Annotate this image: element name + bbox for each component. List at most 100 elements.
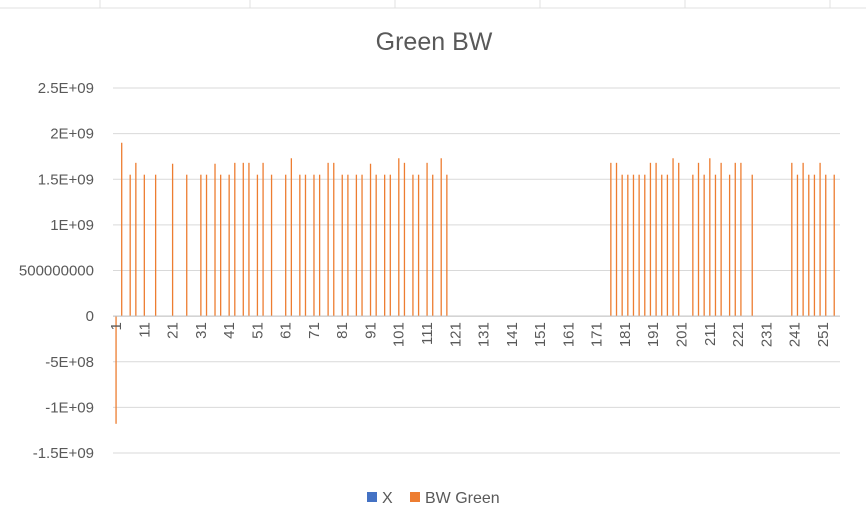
bar xyxy=(327,162,329,317)
bar xyxy=(143,174,145,317)
bar xyxy=(403,162,406,317)
bar xyxy=(398,158,400,317)
x-tick-label: 171 xyxy=(589,322,606,347)
y-tick-label: -1.5E+09 xyxy=(33,445,94,462)
bar xyxy=(621,174,623,317)
x-tick-label: 211 xyxy=(702,322,719,346)
bar xyxy=(615,162,618,317)
bar xyxy=(234,162,236,317)
x-tick-label: 51 xyxy=(249,322,266,339)
bar xyxy=(129,174,131,317)
x-tick-label: 81 xyxy=(334,322,351,339)
bar xyxy=(115,316,117,424)
bar xyxy=(290,158,293,317)
bar xyxy=(819,162,821,317)
bar xyxy=(214,163,216,317)
bar xyxy=(285,174,287,317)
bar xyxy=(248,162,250,317)
x-tick-label: 241 xyxy=(787,322,804,347)
x-tick-label: 11 xyxy=(136,322,153,338)
y-tick-label: -5E+08 xyxy=(45,354,94,371)
legend-label-bw-green: BW Green xyxy=(425,490,500,507)
x-tick-label: 221 xyxy=(730,322,747,347)
chart-title: Green BW xyxy=(376,28,493,56)
legend-swatch-x xyxy=(367,492,377,502)
bar xyxy=(262,162,264,317)
bar xyxy=(135,162,137,317)
bar xyxy=(355,174,358,317)
x-tick-label: 191 xyxy=(645,322,662,347)
x-tick-label: 131 xyxy=(476,322,493,347)
bar xyxy=(347,174,349,317)
bar xyxy=(655,162,657,317)
bar xyxy=(171,163,174,317)
bar xyxy=(369,163,372,317)
bar xyxy=(318,174,321,317)
x-tick-label: 181 xyxy=(617,322,634,347)
bar xyxy=(389,174,391,317)
bar xyxy=(375,174,377,317)
bar xyxy=(417,174,420,317)
bar xyxy=(666,174,669,317)
x-tick-label: 101 xyxy=(391,322,408,347)
bar xyxy=(440,158,442,317)
x-tick-label: 201 xyxy=(673,322,690,347)
chart-legend[interactable]: X BW Green xyxy=(367,490,500,507)
bar xyxy=(426,162,428,317)
x-axis-tick-labels: 1 11 21 31 41 51 61 71 81 91 101 111 121 131 141 151 161… xyxy=(108,322,832,347)
bar xyxy=(649,162,652,317)
x-tick-label: 71 xyxy=(306,322,323,339)
bar xyxy=(228,174,230,317)
bar xyxy=(304,174,307,317)
bar xyxy=(627,174,629,317)
bar xyxy=(361,174,363,317)
y-gridlines xyxy=(113,87,840,454)
bar xyxy=(802,162,804,317)
bar xyxy=(638,174,640,317)
bar xyxy=(808,174,810,317)
bar xyxy=(703,174,705,317)
bar xyxy=(256,174,259,317)
bar xyxy=(678,162,680,317)
bar xyxy=(200,174,202,317)
x-tick-label: 21 xyxy=(165,322,182,339)
x-tick-label: 251 xyxy=(815,322,832,347)
bar xyxy=(714,174,717,317)
bar xyxy=(220,174,222,317)
bar xyxy=(299,174,301,317)
bar xyxy=(205,174,208,317)
bar xyxy=(384,174,386,317)
bar xyxy=(672,158,674,317)
bar xyxy=(186,174,188,317)
x-tick-label: 161 xyxy=(560,322,577,347)
x-tick-label: 141 xyxy=(504,322,521,347)
bar xyxy=(661,174,663,317)
bar xyxy=(154,174,157,317)
x-tick-label: 111 xyxy=(419,322,436,345)
x-tick-label: 231 xyxy=(758,322,775,347)
bar xyxy=(446,174,448,317)
y-tick-label: -1E+09 xyxy=(45,399,94,416)
bar xyxy=(734,162,736,317)
y-tick-label: 2E+09 xyxy=(50,126,94,143)
bar xyxy=(121,142,123,317)
x-tick-label: 41 xyxy=(221,322,238,339)
y-tick-label: 0 xyxy=(86,308,94,325)
x-tick-label: 61 xyxy=(278,322,295,339)
bar xyxy=(313,174,315,317)
bar xyxy=(644,174,646,317)
bar xyxy=(632,174,635,317)
bar xyxy=(751,174,753,317)
spreadsheet-gridlines xyxy=(0,0,866,9)
y-tick-label: 1E+09 xyxy=(50,217,94,234)
y-axis-tick-labels: 2.5E+09 2E+09 1.5E+09 1E+09 500000000 0 -5E+08… xyxy=(19,80,94,462)
bar xyxy=(412,174,414,317)
bar xyxy=(270,174,273,317)
bar xyxy=(709,158,711,317)
bar xyxy=(333,162,335,317)
bar xyxy=(341,174,343,317)
bar xyxy=(610,162,612,317)
bar xyxy=(833,174,835,317)
